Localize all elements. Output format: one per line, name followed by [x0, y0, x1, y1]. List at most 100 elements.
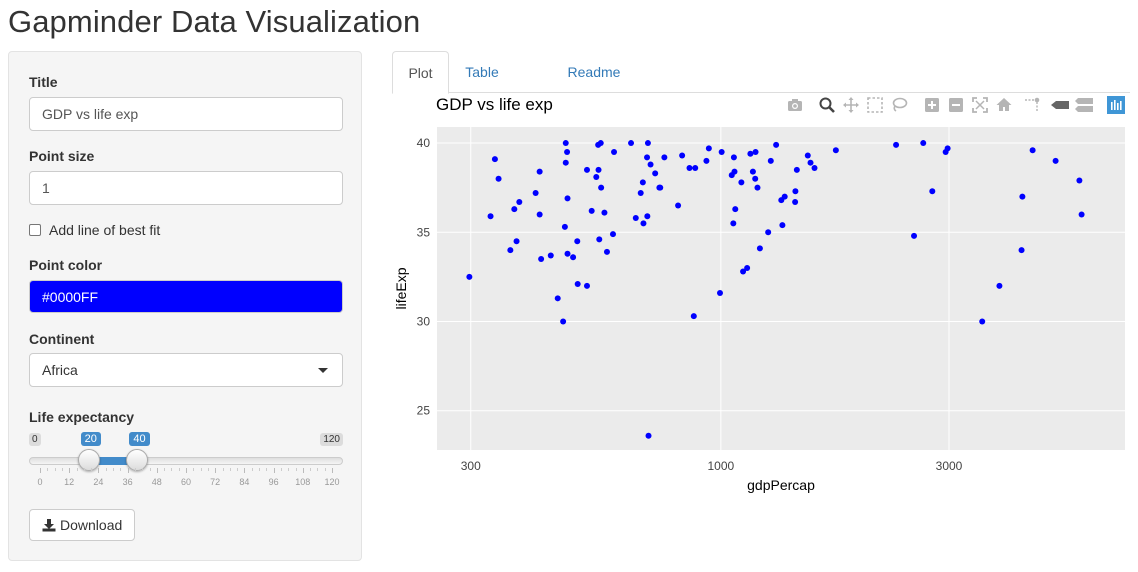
y-axis-label: lifeExp [393, 267, 409, 309]
y-tick-label: 30 [417, 315, 431, 329]
data-point [511, 206, 518, 213]
point-color-input[interactable] [29, 280, 343, 313]
best-fit-checkbox[interactable] [29, 224, 41, 236]
slider-grid-minor-tick [324, 468, 326, 471]
slider-grid-minor-tick [207, 468, 209, 471]
slider-grid-tick [332, 468, 333, 473]
data-point [793, 166, 800, 173]
autoscale-icon[interactable] [971, 96, 989, 114]
slider-grid-minor-tick [288, 468, 290, 471]
hover-compare-icon[interactable] [1074, 96, 1094, 114]
slider-max-label: 120 [320, 433, 343, 446]
slider-grid-minor-tick [47, 468, 49, 471]
data-point [979, 318, 986, 325]
tab-readme[interactable]: Readme [567, 64, 621, 80]
slider-grid-minor-tick [91, 468, 93, 471]
slider-grid-minor-tick [251, 468, 253, 471]
tab-table[interactable]: Table [465, 64, 499, 80]
best-fit-row[interactable]: Add line of best fit [29, 222, 160, 238]
slider-grid-label: 72 [210, 477, 221, 487]
title-input[interactable] [29, 97, 343, 131]
data-point [893, 141, 900, 148]
data-point [752, 148, 759, 155]
slider-grid-minor-tick [142, 468, 144, 471]
data-point [639, 179, 646, 186]
slider-grid-minor-tick [259, 468, 260, 471]
data-point [632, 215, 639, 222]
plotly-logo-icon[interactable] [1107, 96, 1125, 114]
scatter-plot[interactable]: 300 1000 3000 25 30 35 40 gdpPercap lifeExp [392, 118, 1130, 508]
plot-gridlines [437, 127, 1125, 450]
data-point [595, 166, 602, 173]
x-tick-label: 3000 [936, 459, 963, 473]
data-point [767, 157, 774, 164]
x-axis-label: gdpPercap [747, 477, 815, 493]
y-tick-label: 35 [417, 225, 431, 239]
data-point [686, 165, 693, 172]
pan-icon[interactable] [842, 96, 860, 114]
slider-grid-minor-tick [134, 468, 136, 471]
plot-area[interactable] [437, 127, 1125, 450]
slider-grid-label: 96 [268, 477, 279, 487]
zoom-out-icon[interactable] [947, 96, 965, 114]
data-point [516, 198, 523, 205]
continent-select[interactable]: Africa [29, 353, 343, 387]
zoom-icon[interactable] [818, 96, 836, 114]
data-point [1052, 157, 1059, 164]
slider-grid-minor-tick [237, 468, 239, 471]
point-size-input[interactable] [29, 171, 343, 205]
slider-range-bar [88, 457, 138, 465]
slider-grid-tick [69, 468, 71, 473]
slider-grid-tick [127, 468, 129, 473]
data-point [657, 184, 664, 191]
best-fit-label: Add line of best fit [49, 222, 161, 238]
slider-grid-tick [40, 468, 41, 473]
data-point [561, 223, 568, 230]
data-point [744, 264, 751, 271]
data-point [661, 154, 668, 161]
zoom-in-icon[interactable] [923, 96, 941, 114]
data-point [1076, 177, 1083, 184]
download-label: Download [60, 517, 123, 533]
life-exp-slider[interactable]: 0 120 20 40 0 12 24 36 48 60 72 84 96 108 120 [29, 430, 343, 490]
data-point [645, 432, 652, 439]
slider-track[interactable] [29, 457, 343, 465]
slider-grid-label: 120 [324, 477, 340, 487]
slider-grid-tick [186, 468, 187, 473]
data-point [730, 220, 737, 227]
data-point [562, 140, 569, 147]
slider-grid-minor-tick [222, 468, 224, 471]
data-point [1029, 147, 1036, 154]
tab-plot[interactable]: Plot [392, 51, 449, 94]
lasso-icon[interactable] [890, 96, 908, 114]
hover-closest-icon[interactable] [1050, 96, 1070, 114]
slider-grid-minor-tick [266, 468, 268, 471]
slider-grid-label: 36 [122, 477, 133, 487]
slider-grid-minor-tick [120, 468, 122, 471]
data-point [929, 188, 936, 195]
data-point [731, 168, 738, 175]
data-point [703, 157, 710, 164]
y-tick-label: 25 [417, 404, 431, 418]
download-button[interactable]: Download [29, 509, 136, 541]
slider-grid-minor-tick [76, 468, 78, 471]
slider-grid-minor-tick [83, 468, 85, 471]
data-point [644, 213, 651, 220]
camera-icon[interactable] [786, 96, 804, 114]
reset-axes-icon[interactable] [995, 96, 1013, 114]
data-point [754, 184, 761, 191]
app-title: Gapminder Data Visualization [8, 4, 421, 39]
data-point [749, 168, 756, 175]
x-tick-label: 300 [461, 459, 481, 473]
slider-from-handle[interactable] [77, 449, 100, 471]
plot-points [466, 140, 1085, 439]
data-point [601, 209, 608, 216]
data-point [792, 198, 799, 205]
data-point [564, 250, 571, 257]
spike-lines-icon[interactable] [1023, 96, 1041, 114]
box-select-icon[interactable] [866, 96, 884, 114]
slider-grid-minor-tick [295, 468, 297, 471]
slider-to-handle[interactable] [126, 449, 149, 471]
slider-grid-label: 48 [151, 477, 162, 487]
title-label: Title [29, 74, 58, 90]
